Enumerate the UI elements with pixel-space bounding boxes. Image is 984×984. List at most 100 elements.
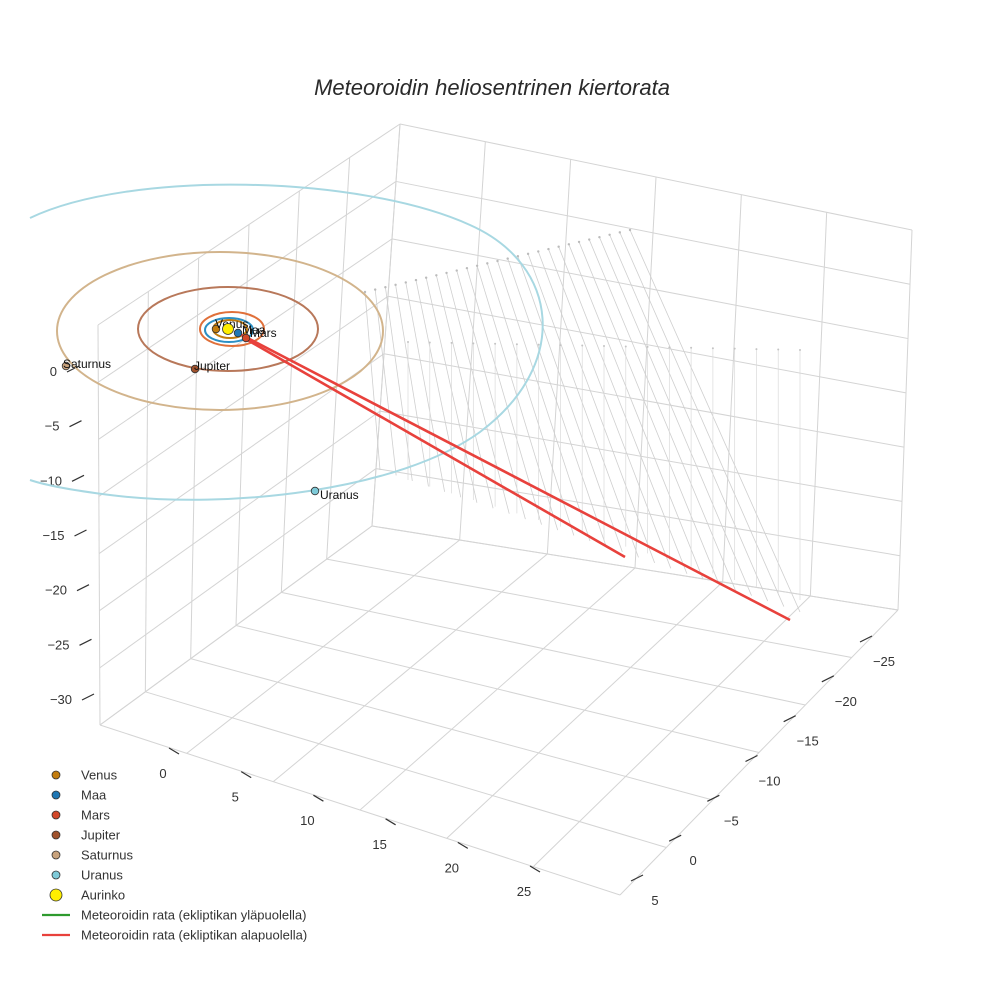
grid-line <box>326 558 852 658</box>
orbit-jupiter <box>137 286 319 372</box>
x-tick-label: 25 <box>517 884 531 899</box>
grid-line <box>395 180 911 285</box>
x-tick-mark <box>240 771 252 779</box>
planet-label: Uranus <box>320 488 359 502</box>
drop-line-end <box>428 341 431 344</box>
drop-line-end <box>755 348 758 351</box>
drop-line <box>486 263 575 536</box>
legend-marker <box>51 850 61 860</box>
drop-line <box>548 248 672 569</box>
drop-line <box>405 282 446 492</box>
drop-line <box>527 253 639 558</box>
y-tick-mark <box>630 874 644 882</box>
drop-line-end <box>646 345 649 348</box>
legend-label: Aurinko <box>81 888 125 903</box>
drop-line-end <box>557 245 560 248</box>
z-tick-mark <box>66 365 80 373</box>
drop-line <box>517 256 623 553</box>
drop-line <box>578 241 720 585</box>
drop-line-end <box>455 269 458 272</box>
legend-marker <box>51 870 61 880</box>
grid-line <box>281 591 806 706</box>
drop-line-end <box>506 257 509 260</box>
grid-line <box>391 238 909 340</box>
y-tick-label: −25 <box>873 654 895 669</box>
drop-line-end <box>668 346 671 349</box>
drop-line-end <box>581 344 584 347</box>
planet-label: Jupiter <box>194 359 230 373</box>
grid-line <box>98 181 397 383</box>
drop-line-end <box>445 271 448 275</box>
drop-line-end <box>486 262 489 265</box>
drop-line <box>374 289 397 476</box>
y-tick-mark <box>745 754 758 763</box>
grid-line <box>399 123 913 231</box>
drop-line-end <box>424 276 428 279</box>
drop-line <box>609 234 769 602</box>
drop-line-end <box>733 347 736 350</box>
z-tick-mark <box>81 693 95 701</box>
z-tick-label: 0 <box>50 364 57 379</box>
drop-line <box>395 284 429 487</box>
drop-line-end <box>603 345 605 347</box>
legend-label: Saturnus <box>81 848 134 863</box>
x-tick-label: 0 <box>159 766 166 781</box>
legend-label: Jupiter <box>81 828 121 843</box>
drop-line <box>619 232 785 607</box>
z-tick-mark <box>79 638 92 646</box>
planet-maa <box>233 328 243 338</box>
drop-line-end <box>414 278 418 282</box>
drop-line-end <box>577 240 581 244</box>
drop-line-end <box>496 259 499 263</box>
drop-line-end <box>494 342 497 345</box>
drop-line-end <box>777 348 780 351</box>
y-tick-mark <box>668 834 682 842</box>
z-tick-label: −30 <box>50 692 72 707</box>
planet-label: Mars <box>250 326 277 340</box>
z-tick-label: −15 <box>42 528 64 543</box>
y-tick-mark <box>707 794 720 802</box>
drop-line <box>497 260 591 542</box>
orbit-uranus <box>29 183 544 501</box>
drop-line-end <box>628 228 632 232</box>
orbit-saturnus <box>56 251 384 411</box>
y-tick-mark <box>821 675 835 683</box>
drop-line <box>466 268 542 525</box>
z-tick-mark <box>76 584 90 592</box>
axis-ticks: 0510152025−25−20−15−10−5050−5−10−15−20−2… <box>40 364 895 908</box>
drop-line-end <box>465 266 469 270</box>
drop-line-end <box>624 345 627 348</box>
z-tick-mark <box>74 529 87 537</box>
planet-uranus <box>310 486 320 496</box>
grid-line <box>235 625 760 753</box>
drop-line <box>364 291 381 471</box>
planet-label: Saturnus <box>63 357 111 371</box>
legend-marker <box>51 830 61 840</box>
legend[interactable]: Venus Maa Mars Jupiter Saturnus Uranus Aurinko… <box>42 768 307 943</box>
z-tick-label: −5 <box>45 419 60 434</box>
z-tick-label: −25 <box>47 637 69 652</box>
grid-line <box>235 224 250 626</box>
y-tick-label: −15 <box>797 734 819 749</box>
drop-line-end <box>690 346 693 349</box>
drop-line-end <box>472 342 475 345</box>
planet-jupiter <box>190 364 200 374</box>
z-tick-mark <box>69 420 82 428</box>
drop-line-end <box>537 250 540 253</box>
x-tick-mark <box>385 818 396 826</box>
grid-line <box>722 194 742 583</box>
grid-line <box>634 176 657 569</box>
drop-line <box>537 251 655 563</box>
drop-line-end <box>618 231 622 234</box>
orbit-maa <box>204 317 254 343</box>
drop-line-end <box>475 264 479 267</box>
grid-line <box>99 468 377 669</box>
grid-line <box>326 157 351 560</box>
drop-line <box>476 265 559 531</box>
drop-line-end <box>404 281 407 284</box>
grid-line <box>145 691 667 848</box>
grid-line <box>190 658 713 801</box>
x-tick-label: 15 <box>372 837 386 852</box>
z-tick-label: −20 <box>45 583 67 598</box>
